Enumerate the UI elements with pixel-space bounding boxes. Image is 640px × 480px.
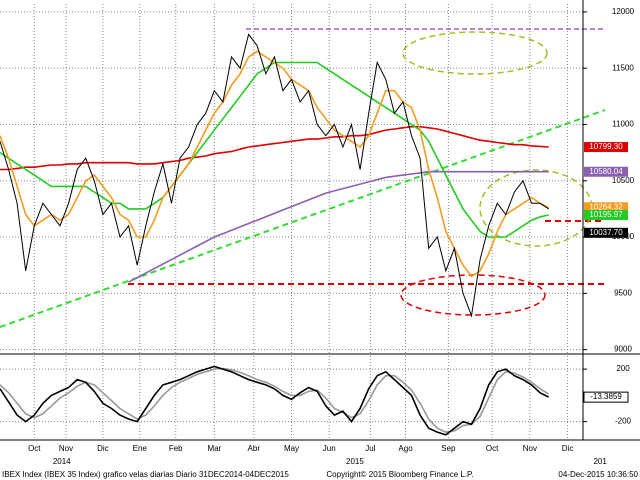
x-tick-label: Dic — [562, 444, 574, 453]
x-tick-label: Ene — [133, 444, 148, 453]
x-tick-label: Jul — [365, 444, 375, 453]
trend-line — [0, 109, 606, 328]
series-line — [0, 367, 550, 433]
value-label-box — [584, 202, 628, 213]
value-label: 10799.30 — [589, 142, 623, 151]
series-line — [128, 170, 549, 283]
value-label: -13.3859 — [590, 392, 622, 401]
year-label: 2014 — [53, 457, 71, 466]
x-tick-label: Dic — [97, 444, 109, 453]
x-tick-label: Ago — [398, 444, 413, 453]
value-label-box — [584, 227, 628, 238]
value-label: 10037.70 — [589, 228, 623, 237]
series-line — [0, 365, 550, 436]
value-label-box — [583, 391, 629, 403]
value-label-box — [584, 166, 628, 177]
x-tick-label: Sep — [441, 444, 456, 453]
x-tick-label: May — [284, 444, 299, 453]
x-tick-label: Nov — [523, 444, 537, 453]
footer-left: IBEX Index (IBEX 35 Index) grafico velas… — [2, 470, 289, 479]
y-tick-label: 9500 — [614, 288, 632, 297]
footer-right: 04-Dec-2015 10:36:50 — [558, 470, 638, 479]
y-tick-label: 12000 — [612, 7, 635, 16]
value-label-box — [584, 209, 628, 220]
y-tick-label: 11500 — [612, 63, 634, 72]
y-tick-label: 10500 — [612, 176, 635, 185]
y-tick-label: 200 — [616, 364, 630, 373]
x-tick-label: Mar — [207, 444, 221, 453]
y-tick-label: 11000 — [612, 120, 634, 129]
value-label-box — [584, 142, 628, 153]
series-line — [0, 125, 549, 171]
value-label: 10264.32 — [589, 202, 623, 211]
x-tick-label: Oct — [486, 444, 499, 453]
year-label: 201 — [593, 457, 607, 466]
x-tick-label: Feb — [169, 444, 183, 453]
series-line — [0, 50, 550, 278]
x-tick-label: Oct — [28, 444, 41, 453]
y-tick-label: 9000 — [614, 345, 632, 354]
x-tick-label: Abr — [248, 444, 261, 453]
x-tick-label: Nov — [59, 444, 73, 453]
x-tick-label: Jun — [323, 444, 336, 453]
value-label: 10195.97 — [589, 210, 623, 219]
y-tick-label: -200 — [615, 417, 632, 426]
year-label: 2015 — [346, 457, 364, 466]
ellipse-marker — [402, 31, 548, 75]
value-label: 10580.04 — [589, 167, 623, 176]
footer-center: Copyright© 2015 Bloomberg Finance L.P. — [326, 470, 473, 479]
series-line — [0, 33, 549, 318]
